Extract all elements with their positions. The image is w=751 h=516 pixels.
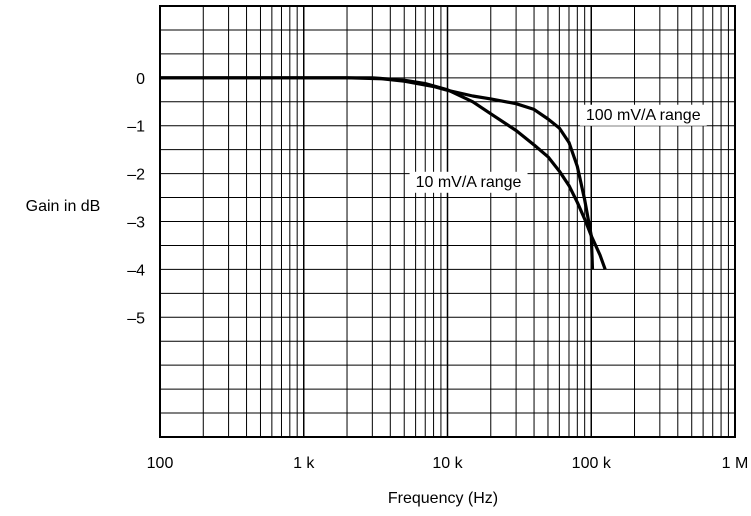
y-tick-label: –4 [127, 262, 145, 279]
y-tick-label: –2 [127, 167, 145, 184]
x-tick-label: 100 k [572, 455, 612, 472]
y-axis-label: Gain in dB [26, 198, 101, 215]
curves [160, 76, 607, 270]
annotation-label: 100 mV/A range [586, 107, 701, 124]
x-tick-label: 100 [147, 455, 174, 472]
annotation-background [409, 171, 528, 193]
x-tick-labels: 100 1 k 10 k 100 k 1 M [147, 455, 749, 472]
y-tick-label: –5 [127, 310, 145, 327]
series-line-10mv [160, 76, 607, 270]
y-tick-labels: 0 –1 –2 –3 –4 –5 [127, 71, 145, 327]
annotation-label: 10 mV/A range [416, 174, 522, 191]
x-tick-label: 1 M [722, 455, 749, 472]
x-tick-label: 1 k [293, 455, 315, 472]
y-tick-label: –3 [127, 215, 145, 232]
y-tick-label: 0 [136, 71, 145, 88]
annotations: 100 mV/A range 10 mV/A range [409, 104, 707, 193]
plot-frame [159, 5, 736, 438]
annotation-background [579, 104, 707, 126]
x-tick-label: 10 k [432, 455, 463, 472]
annotation-10mv: 10 mV/A range [409, 171, 528, 193]
annotation-100mv: 100 mV/A range [579, 104, 707, 126]
y-tick-label: –1 [127, 119, 145, 136]
x-axis-label: Frequency (Hz) [388, 490, 498, 507]
